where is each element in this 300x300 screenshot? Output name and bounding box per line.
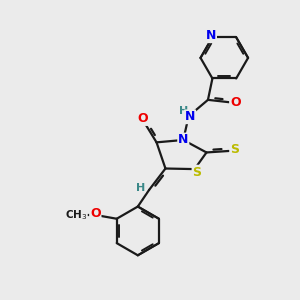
Text: O: O xyxy=(230,96,241,109)
Text: N: N xyxy=(178,134,188,146)
Text: N: N xyxy=(185,110,195,123)
Text: H: H xyxy=(136,182,145,193)
Text: S: S xyxy=(193,166,202,178)
Text: CH$_3$: CH$_3$ xyxy=(65,208,87,222)
Text: S: S xyxy=(230,143,239,156)
Text: H: H xyxy=(179,106,188,116)
Text: O: O xyxy=(90,208,101,220)
Text: O: O xyxy=(138,112,148,125)
Text: N: N xyxy=(206,29,216,42)
